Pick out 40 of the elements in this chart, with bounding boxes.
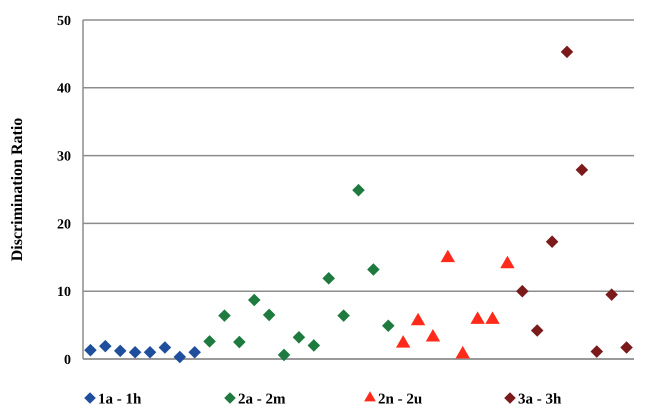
point: [576, 164, 588, 176]
point: [99, 340, 112, 352]
y-tick-label: 20: [57, 217, 71, 232]
legend-label: 1a - 1h: [98, 391, 142, 408]
point: [233, 336, 246, 348]
legend-label: 2n - 2u: [378, 391, 422, 408]
point: [322, 272, 335, 285]
point: [352, 184, 365, 196]
point: [367, 263, 380, 276]
point: [114, 344, 127, 358]
point: [188, 346, 201, 358]
y-tick-label: 50: [57, 14, 71, 29]
point: [292, 331, 306, 344]
point: [308, 339, 320, 352]
point: [218, 309, 231, 322]
point: [530, 324, 544, 337]
point: [278, 348, 290, 362]
point: [516, 284, 529, 298]
point: [203, 335, 216, 348]
y-tick-label: 30: [57, 150, 71, 164]
y-axis-title: Discrimination Ratio: [9, 118, 26, 262]
legend-label: 2a - 2m: [238, 391, 286, 408]
point: [590, 345, 604, 358]
point: [560, 46, 574, 58]
y-tick-label: 10: [57, 285, 71, 300]
point: [144, 346, 156, 358]
y-tick-label: 0: [64, 352, 71, 368]
point: [128, 346, 142, 358]
y-tick-label: 40: [57, 82, 71, 97]
point: [248, 294, 261, 306]
point: [620, 341, 633, 354]
point: [337, 309, 350, 322]
point: [262, 308, 276, 322]
point: [382, 320, 395, 332]
point: [158, 341, 172, 354]
point: [546, 235, 558, 248]
point: [174, 350, 186, 364]
point: [84, 344, 97, 356]
legend-label: 3a - 3h: [518, 391, 562, 408]
point: [605, 288, 618, 301]
